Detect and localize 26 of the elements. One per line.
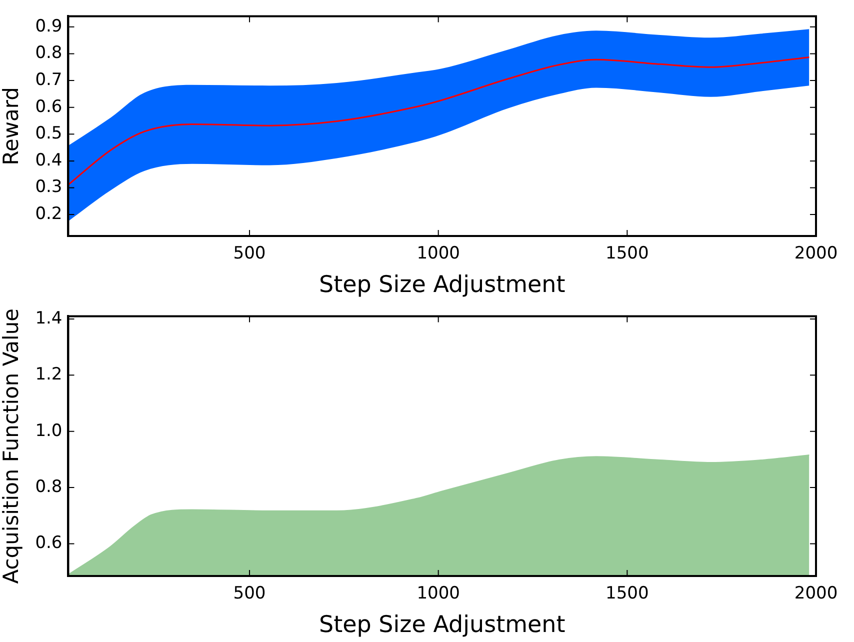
y-tick-label: 0.6 [35,533,62,554]
y-tick-label: 0.9 [35,16,62,36]
y-tick-label: 0.7 [35,70,62,90]
y-axis-title: Reward [0,86,24,166]
y-tick-label: 0.4 [35,150,62,170]
x-tick-label: 1500 [606,244,649,264]
x-tick-label: 2000 [794,244,838,264]
y-tick-label: 0.3 [35,177,62,198]
x-tick-label: 2000 [794,584,838,604]
x-tick-label: 500 [233,584,266,604]
y-axis-title: Acquisition Function Value [0,308,24,584]
x-axis-title: Step Size Adjustment [318,272,566,298]
line-series [68,56,810,186]
x-tick-label: 500 [233,244,266,264]
y-tick-label: 0.8 [35,476,62,497]
y-tick-label: 1.2 [35,364,62,385]
y-tick-label: 1.4 [35,308,62,328]
y-tick-label: 0.2 [35,204,62,224]
x-axis-title: Step Size Adjustment [318,612,566,638]
y-tick-label: 0.6 [35,96,62,117]
x-tick-label: 1000 [416,584,460,604]
y-tick-label: 0.5 [35,124,62,144]
x-tick-label: 1500 [606,584,649,604]
y-tick-label: 0.8 [35,43,62,64]
y-tick-label: 1.0 [35,420,62,441]
x-tick-label: 1000 [416,244,460,264]
